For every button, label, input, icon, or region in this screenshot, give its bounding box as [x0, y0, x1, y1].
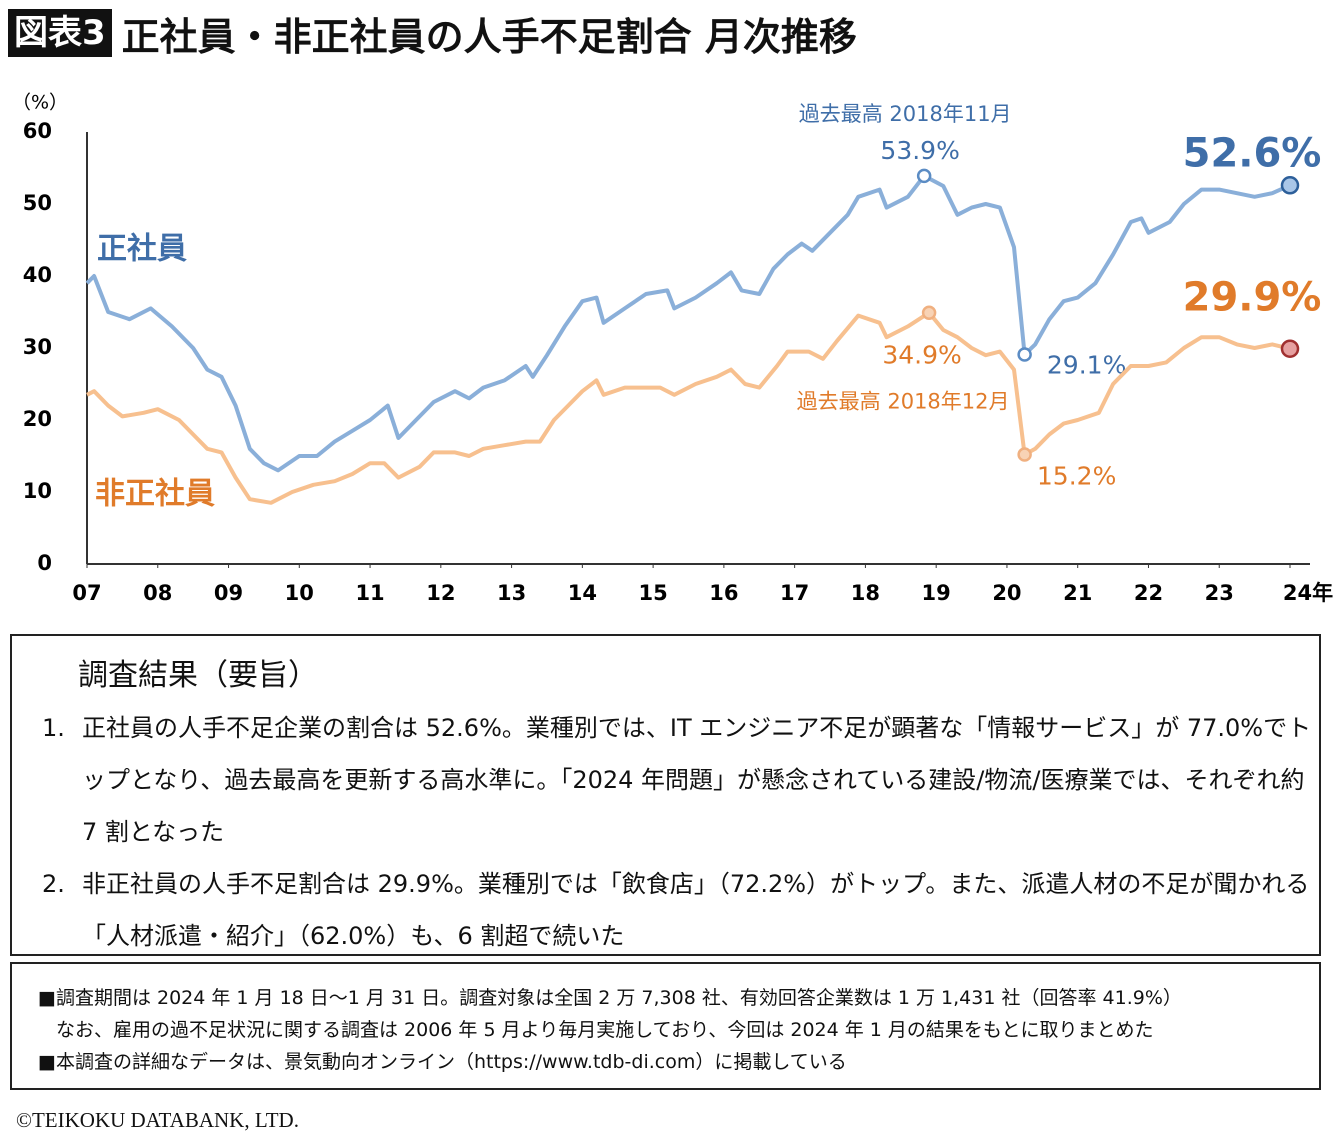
x-tick-label: 15 — [639, 581, 668, 605]
copyright: ©TEIKOKU DATABANK, LTD. — [16, 1108, 299, 1132]
summary-heading: 調査結果（要旨） — [78, 658, 318, 693]
highlight-label: 52.6% — [1183, 130, 1322, 176]
x-tick-label: 20 — [992, 581, 1021, 605]
series-label: 正社員 — [97, 232, 187, 267]
item-number: 1. — [42, 714, 65, 742]
x-tick-label: 22 — [1134, 581, 1163, 605]
highlight-label: 53.9% — [880, 136, 959, 165]
highlight-point — [1017, 447, 1032, 462]
x-tick-label: 16 — [709, 581, 738, 605]
series-line — [85, 173, 1291, 473]
highlight-point — [916, 168, 932, 184]
series-line — [86, 310, 1291, 505]
summary-item: 2. 非正社員の人手不足割合は 29.9%。業種別では「飲食店」（72.2%）がト… — [42, 858, 1312, 962]
highlight-label: 29.9% — [1183, 275, 1322, 321]
note-line: ■調査期間は 2024 年 1 月 18 日～1 月 31 日。調査対象は全国 … — [38, 987, 1182, 1009]
x-tick-label: 08 — [143, 581, 172, 605]
y-tick-label: 30 — [23, 335, 52, 359]
x-tick-label: 19 — [922, 581, 951, 605]
highlight-point — [921, 305, 937, 320]
x-tick-label: 11 — [355, 581, 384, 605]
x-tick-label: 23 — [1205, 581, 1234, 605]
chart-title: 正社員・非正社員の人手不足割合 月次推移 — [121, 14, 857, 59]
y-tick-label: 0 — [37, 551, 52, 575]
figure-tag: 図表3 — [8, 9, 112, 57]
summary-list: 1. 正社員の人手不足企業の割合は 52.6%。業種別では、IT エンジニア不足が… — [42, 702, 1312, 962]
notes-box: ■調査期間は 2024 年 1 月 18 日～1 月 31 日。調査対象は全国 … — [10, 962, 1321, 1090]
note-line: ■本調査の詳細なデータは、景気動向オンライン（https://www.tdb-d… — [38, 1051, 847, 1073]
highlight-note: 過去最高 2018年11月 — [799, 102, 1012, 126]
y-tick-label: 40 — [23, 263, 52, 287]
item-text: 非正社員の人手不足割合は 29.9%。業種別では「飲食店」（72.2%）がトップ… — [82, 870, 1310, 950]
x-tick-label: 07 — [72, 581, 101, 605]
y-tick-label: 60 — [23, 119, 52, 143]
highlight-point — [1017, 347, 1032, 362]
x-tick-label: 18 — [851, 581, 880, 605]
x-tick-label: 09 — [214, 581, 243, 605]
x-tick-label: 14 — [568, 581, 597, 605]
x-tick-label: 21 — [1063, 581, 1092, 605]
summary-item: 1. 正社員の人手不足企業の割合は 52.6%。業種別では、IT エンジニア不足が… — [42, 702, 1312, 858]
highlight-label: 29.1% — [1047, 350, 1126, 379]
x-tick-label: 12 — [426, 581, 455, 605]
title-bar: 図表3 正社員・非正社員の人手不足割合 月次推移 — [8, 8, 857, 59]
y-tick-label: 50 — [23, 191, 52, 215]
x-tick-label: 24年 — [1283, 581, 1333, 605]
item-number: 2. — [42, 870, 65, 898]
highlight-note: 過去最高 2018年12月 — [797, 390, 1010, 414]
highlight-point — [1280, 176, 1300, 195]
note-line: なお、雇用の過不足状況に関する調査は 2006 年 5 月より毎月実施しており、… — [56, 1019, 1154, 1041]
summary-box: 調査結果（要旨） 1. 正社員の人手不足企業の割合は 52.6%。業種別では、IT… — [10, 634, 1321, 956]
highlight-label: 34.9% — [882, 341, 961, 370]
chart: （%） 0 10 20 30 40 50 60 07 08 09 10 11 12 13 14 15 16 17 18… — [12, 92, 1333, 606]
item-text: 正社員の人手不足企業の割合は 52.6%。業種別では、IT エンジニア不足が顕著… — [82, 714, 1312, 846]
y-unit: （%） — [12, 92, 68, 114]
highlight-point — [1280, 339, 1300, 358]
y-tick-label: 20 — [23, 407, 52, 431]
series-label: 非正社員 — [95, 477, 215, 512]
x-tick-label: 17 — [780, 581, 809, 605]
x-tick-label: 13 — [497, 581, 526, 605]
highlight-label: 15.2% — [1037, 462, 1116, 491]
y-tick-label: 10 — [23, 479, 52, 503]
x-tick-label: 10 — [285, 581, 314, 605]
